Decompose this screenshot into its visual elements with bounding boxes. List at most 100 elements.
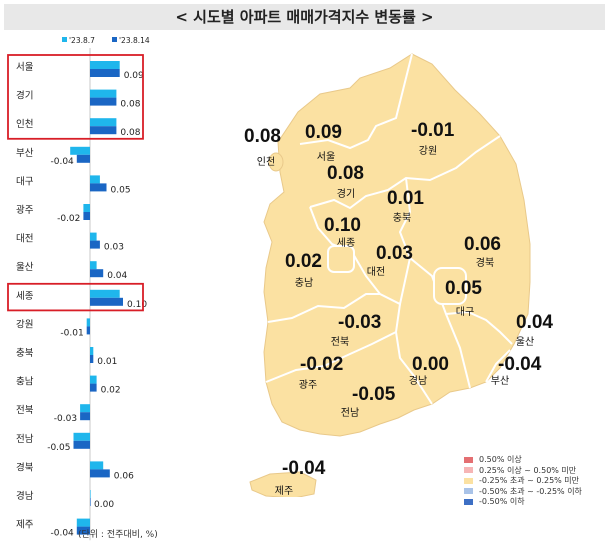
- bar-row: 제주 -0.04: [16, 518, 90, 539]
- sejong-area: [327, 245, 355, 273]
- category-label: 대전: [16, 234, 33, 245]
- region-name: 제주: [275, 485, 293, 497]
- category-label: 전남: [16, 434, 34, 445]
- page-title: < 시도별 아파트 매매가격지수 변동률 >: [4, 4, 605, 30]
- region-value: -0.02: [300, 354, 343, 375]
- map-region-label: 0.03 대전: [367, 243, 413, 278]
- region-name: 인천: [257, 156, 275, 168]
- bar: [90, 289, 120, 298]
- category-label: 경남: [16, 490, 34, 502]
- bar: [90, 126, 117, 135]
- category-label: 울산: [16, 262, 34, 273]
- legend-item: -0.25% 초과 ~ 0.25% 미만: [464, 476, 582, 487]
- data-label: 0.04: [107, 271, 127, 281]
- region-name: 세종: [337, 237, 355, 249]
- data-label: 0.05: [111, 185, 131, 195]
- map-region-label: -0.02 광주: [299, 354, 344, 391]
- data-label: 0.00: [94, 500, 114, 510]
- category-label: 경북: [16, 461, 34, 473]
- bar: [76, 154, 90, 163]
- region-value: 0.02: [285, 251, 322, 272]
- region-value: 0.05: [445, 278, 482, 299]
- region-value: 0.00: [412, 354, 449, 375]
- bar: [90, 240, 100, 249]
- map-region-label: 0.08 경기: [327, 163, 364, 200]
- bar: [90, 498, 91, 506]
- data-label: 0.03: [104, 243, 124, 253]
- region-name: 경남: [409, 374, 427, 387]
- bar: [90, 469, 110, 478]
- bar-row: 울산 0.04: [16, 261, 128, 281]
- category-label: 광주: [16, 204, 34, 216]
- map-region-label: 0.04 울산: [516, 312, 554, 348]
- unit-note: (단위 : 전주대비, %): [78, 530, 158, 540]
- map-region-label: -0.05 전남: [341, 384, 396, 419]
- legend-label: '23.8.7: [69, 36, 95, 45]
- data-label: 0.08: [120, 100, 140, 110]
- category-label: 전북: [16, 405, 34, 416]
- bar-chart: '23.8.7 '23.8.14 서울 0.09 경기 0.08 인천 0.08 부산 -0.04…: [7, 36, 150, 541]
- legend-item: 0.25% 이상 ~ 0.50% 미만: [464, 466, 582, 477]
- bar: [90, 269, 104, 278]
- bar: [90, 461, 104, 470]
- category-label: 충남: [16, 377, 34, 388]
- region-value: 0.08: [244, 126, 281, 147]
- region-name: 서울: [317, 151, 335, 163]
- category-label: 부산: [16, 148, 34, 159]
- data-label: -0.05: [47, 443, 70, 453]
- bar-row: 부산 -0.04: [16, 146, 90, 167]
- bar-row: 전북 -0.03: [16, 404, 90, 424]
- map-region-label: 0.09 서울: [305, 122, 342, 163]
- bar-row: 인천 0.08: [16, 118, 141, 138]
- region-value: -0.04: [282, 458, 326, 479]
- data-label: 0.06: [114, 471, 134, 481]
- bar: [83, 204, 90, 212]
- data-label: 0.01: [97, 357, 117, 367]
- bar: [90, 297, 123, 306]
- category-label: 경기: [16, 90, 33, 102]
- bar: [90, 490, 91, 498]
- map-region-label: 0.02 충남: [285, 251, 322, 289]
- legend-item: -0.50% 초과 ~ -0.25% 이하: [464, 487, 582, 498]
- bar: [86, 326, 90, 335]
- mainland-shape: [263, 53, 531, 437]
- map-region-label: -0.04 제주: [275, 458, 326, 497]
- region-value: 0.01: [387, 188, 424, 209]
- bar-row: 경남 0.00: [16, 490, 114, 510]
- region-value: 0.10: [324, 215, 361, 236]
- bar-row: 경북 0.06: [16, 461, 134, 481]
- bar-row: 충남 0.02: [16, 375, 121, 396]
- bar-row: 충북 0.01: [16, 347, 117, 367]
- map-region-label: 0.08 인천: [244, 126, 281, 168]
- highlight-box: [7, 282, 144, 312]
- bar: [90, 232, 97, 241]
- category-label: 충북: [16, 348, 34, 359]
- category-label: 제주: [16, 520, 34, 531]
- data-label: -0.03: [54, 414, 77, 424]
- bar-row: 서울 0.09: [16, 61, 144, 81]
- bar-row: 대구 0.05: [16, 175, 131, 195]
- bar: [90, 89, 117, 98]
- bar-row: 세종 0.10: [16, 289, 147, 310]
- region-value: 0.06: [464, 234, 501, 255]
- bar: [90, 347, 94, 355]
- region-value: -0.05: [352, 384, 396, 405]
- region-value: 0.04: [516, 312, 553, 333]
- region-name: 대구: [456, 306, 474, 318]
- map-region-label: -0.01 강원: [411, 120, 455, 157]
- bar-row: 경기 0.08: [16, 89, 141, 110]
- bar-row: 전남 -0.05: [16, 432, 90, 453]
- bar: [90, 118, 117, 127]
- region-name: 부산: [491, 375, 509, 387]
- region-name: 광주: [299, 379, 317, 391]
- region-name: 경북: [476, 256, 494, 269]
- region-name: 전남: [341, 407, 359, 419]
- highlight-box: [7, 54, 144, 140]
- map-region-label: -0.03 전북: [331, 312, 382, 348]
- region-value: -0.01: [411, 120, 455, 141]
- region-name: 강원: [419, 145, 437, 157]
- bar: [90, 61, 120, 69]
